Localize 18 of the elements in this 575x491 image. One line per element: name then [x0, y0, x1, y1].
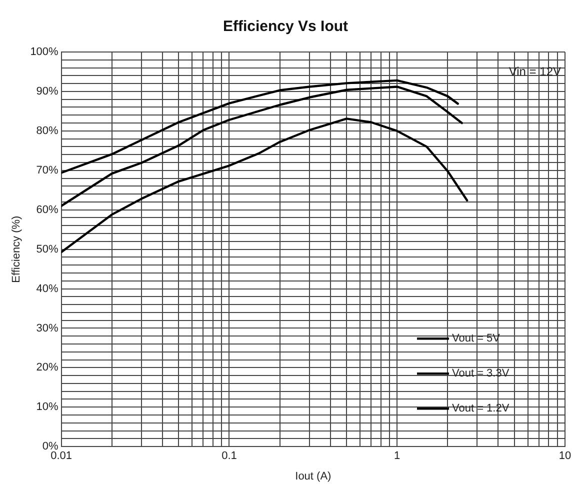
y-tick-label: 80% — [36, 124, 59, 137]
y-tick-label: 0% — [42, 440, 59, 453]
y-tick-label: 90% — [36, 85, 59, 98]
y-tick-label: 20% — [36, 362, 59, 374]
x-tick-label: 1 — [394, 450, 400, 462]
y-tick-label: 70% — [36, 164, 59, 176]
y-tick-label: 60% — [36, 204, 59, 216]
x-tick-label: 10 — [558, 450, 572, 462]
x-axis-title: Iout (A) — [295, 470, 332, 482]
y-tick-label: 50% — [36, 243, 59, 256]
y-tick-label: 30% — [36, 322, 59, 334]
y-axis-title: Efficiency (%) — [10, 216, 23, 283]
x-tick-label: 0.01 — [50, 450, 72, 462]
y-tick-label: 100% — [30, 46, 59, 58]
y-tick-label: 40% — [36, 282, 59, 295]
x-tick-label: 0.1 — [222, 450, 237, 462]
chart-title: Efficiency Vs Iout — [222, 18, 348, 36]
y-tick-label: 10% — [36, 401, 59, 414]
